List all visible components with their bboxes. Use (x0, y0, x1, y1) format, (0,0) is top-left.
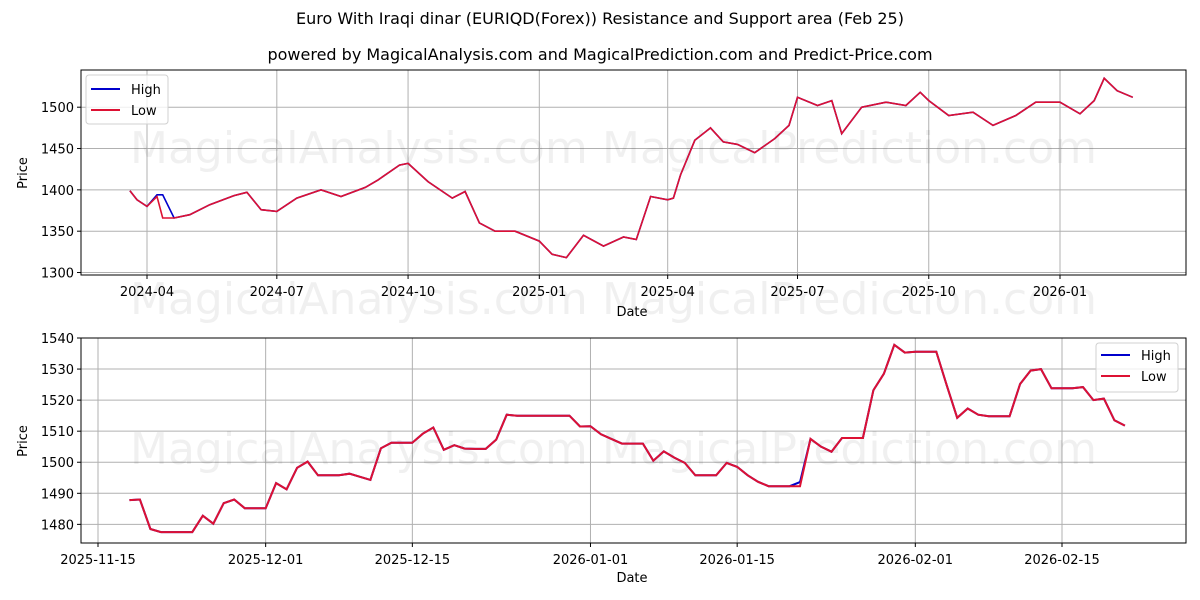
x-tick-label: 2026-01 (1033, 285, 1087, 300)
bottom-chart: MagicalAnalysis.com MagicalPrediction.co… (16, 332, 1187, 586)
legend-low-label: Low (1141, 370, 1167, 385)
x-tick-label: 2026-01-15 (699, 553, 775, 568)
x-tick-label: 2025-01 (512, 285, 566, 300)
watermark-analysis-top: MagicalAnalysis.com (130, 123, 588, 174)
x-tick-label: 2024-04 (120, 285, 174, 300)
chart-subtitle: powered by MagicalAnalysis.com and Magic… (267, 45, 933, 64)
bottom-y-label: Price (16, 425, 31, 457)
top-y-label: Price (16, 157, 31, 189)
y-tick-label: 1400 (41, 184, 74, 199)
chart-title: Euro With Iraqi dinar (EURIQD(Forex)) Re… (296, 9, 904, 28)
top-axes-frame (80, 69, 1187, 276)
x-tick-label: 2025-11-15 (60, 553, 136, 568)
x-tick-label: 2026-02-15 (1024, 553, 1100, 568)
x-tick-label: 2024-10 (381, 285, 435, 300)
y-tick-label: 1510 (41, 425, 74, 440)
y-tick-label: 1350 (41, 225, 74, 240)
y-tick-label: 1520 (41, 394, 74, 409)
x-tick-label: 2025-07 (770, 285, 824, 300)
y-tick-label: 1500 (41, 456, 74, 471)
top-low-line (129, 76, 1134, 259)
y-tick-label: 1500 (41, 101, 74, 116)
y-tick-label: 1530 (41, 363, 74, 378)
x-tick-label: 2025-04 (641, 285, 695, 300)
x-tick-label: 2025-12-15 (375, 553, 451, 568)
legend-high-label: High (131, 83, 161, 98)
watermark-analysis-bottom: MagicalAnalysis.com (130, 424, 588, 475)
y-tick-label: 1450 (41, 143, 74, 158)
x-tick-label: 2024-07 (250, 285, 304, 300)
watermark-prediction-mid: MagicalPrediction.com (602, 274, 1097, 325)
top-x-label: Date (616, 305, 647, 320)
watermark-analysis-mid: MagicalAnalysis.com (130, 274, 588, 325)
bottom-low-line (129, 343, 1126, 534)
top-tick-labels: 1300 1350 1400 1450 1500 2024-04 2024-07 2024-1… (41, 101, 1087, 300)
y-tick-label: 1540 (41, 332, 74, 347)
bottom-tick-labels: 1480 1490 1500 1510 1520 1530 1540 2025-11-15 20… (41, 332, 1100, 568)
watermark-prediction-bottom: MagicalPrediction.com (602, 424, 1097, 475)
legend-low-label: Low (131, 104, 157, 119)
x-tick-label: 2025-12-01 (228, 553, 304, 568)
bottom-legend: High Low (1095, 342, 1179, 393)
y-tick-label: 1480 (41, 518, 74, 533)
bottom-x-label: Date (616, 571, 647, 586)
bottom-axes-frame (80, 337, 1187, 544)
legend-high-label: High (1141, 349, 1171, 364)
y-tick-label: 1300 (41, 267, 74, 282)
y-tick-label: 1490 (41, 487, 74, 502)
x-tick-label: 2026-02-01 (878, 553, 954, 568)
top-grid (81, 70, 1186, 275)
watermark-prediction-top: MagicalPrediction.com (602, 123, 1097, 174)
top-chart: MagicalAnalysis.com MagicalPrediction.co… (16, 69, 1187, 325)
top-legend: High Low (85, 74, 169, 125)
x-tick-label: 2026-01-01 (553, 553, 629, 568)
x-tick-label: 2025-10 (902, 285, 956, 300)
